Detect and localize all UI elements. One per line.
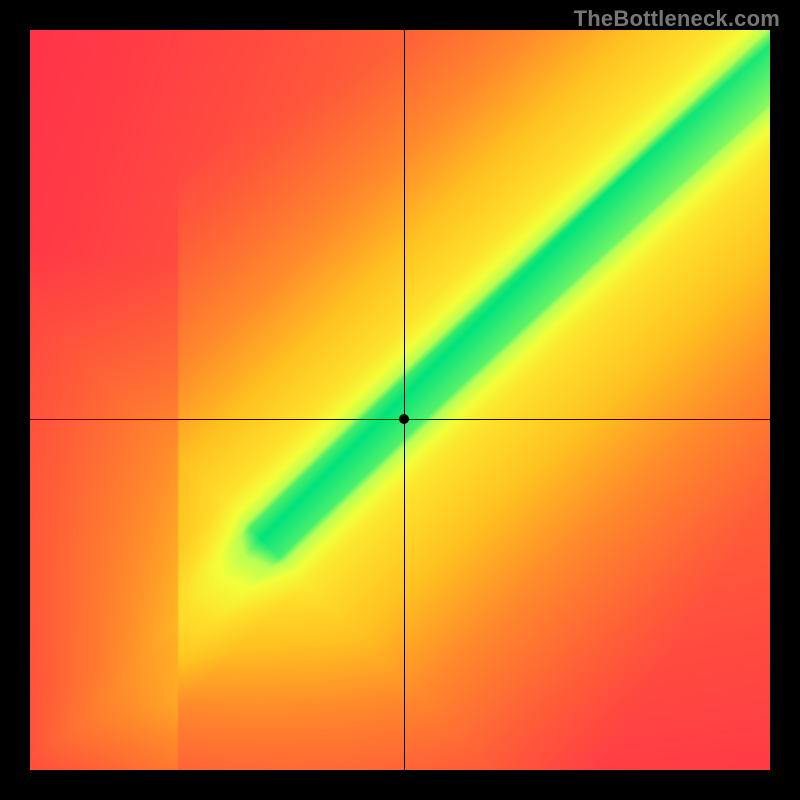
chart-frame: TheBottleneck.com: [0, 0, 800, 800]
crosshair-vertical: [404, 30, 405, 770]
plot-area: [30, 30, 770, 770]
crosshair-dot: [399, 414, 409, 424]
heatmap-canvas: [30, 30, 770, 770]
watermark-text: TheBottleneck.com: [574, 6, 780, 32]
